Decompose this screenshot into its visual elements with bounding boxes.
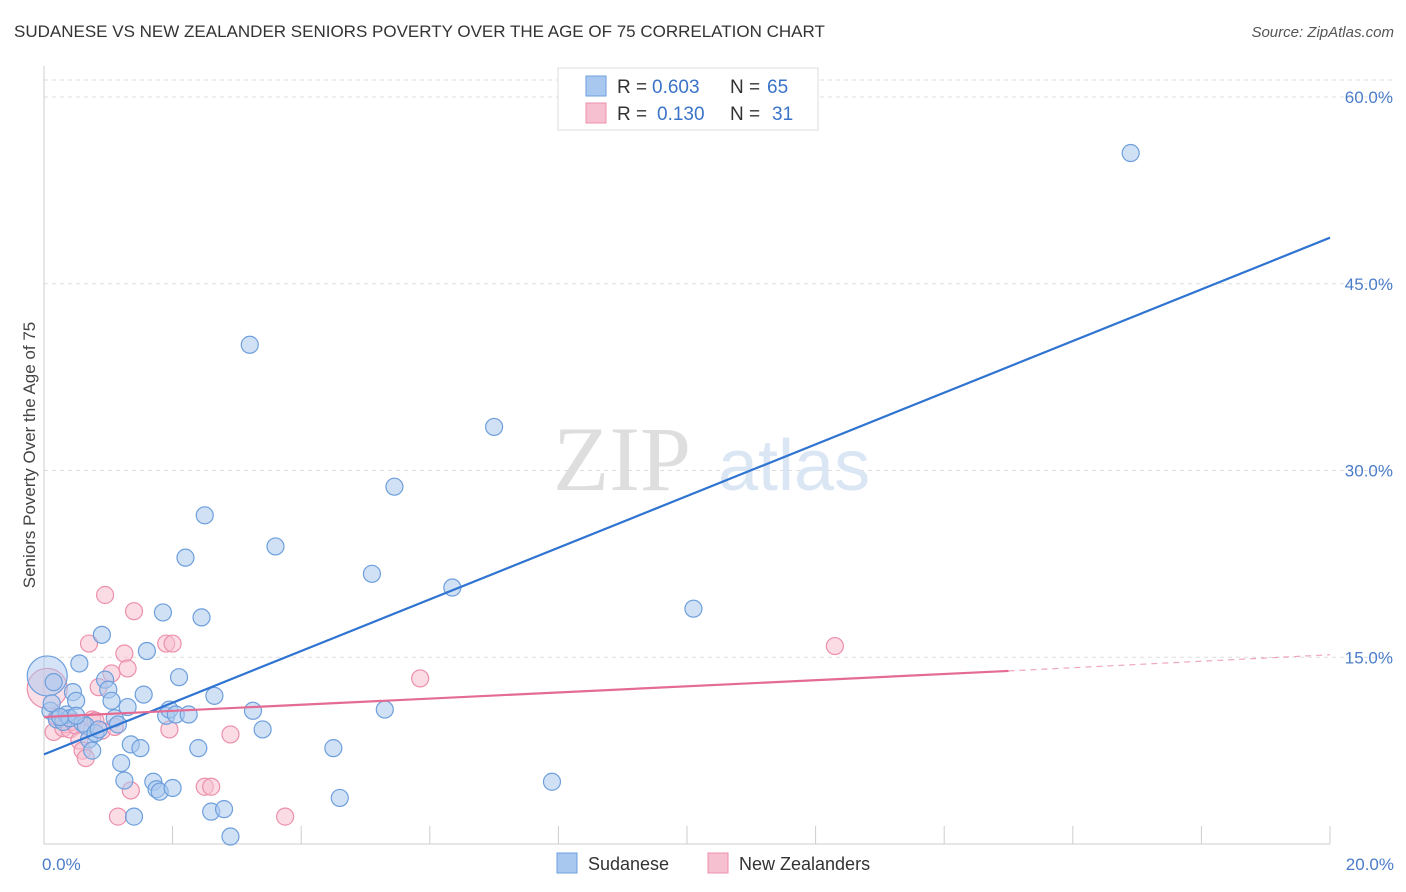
legend-r-label-2: R = — [617, 104, 647, 125]
sudanese-point-59 — [542, 772, 562, 791]
trend-line-new-zealanders-extension — [1008, 654, 1331, 672]
sudanese-point-46 — [214, 800, 234, 819]
sudanese-point-23 — [115, 771, 134, 790]
bottom-legend: Sudanese New Zealanders — [556, 852, 870, 874]
chart-title: SUDANESE VS NEW ZEALANDER SENIORS POVERT… — [14, 22, 825, 41]
trend-lines — [43, 236, 1331, 756]
sudanese-point-39 — [176, 548, 195, 567]
legend-n-label-1: N = — [730, 77, 760, 98]
new-zealanders-point-28 — [202, 777, 221, 796]
sudanese-point-41 — [189, 739, 208, 758]
y-tick-label-3: 60.0% — [1345, 88, 1393, 107]
sudanese-point-53 — [330, 788, 349, 808]
sudanese-point-38 — [169, 668, 189, 687]
new-zealanders-point-26 — [163, 634, 182, 653]
new-zealanders-point-29 — [221, 725, 240, 744]
sudanese-point-27 — [131, 739, 150, 758]
trend-line-new-zealanders — [43, 669, 1009, 719]
sudanese-point-58 — [485, 417, 504, 437]
sudanese-point-24 — [118, 697, 137, 717]
sudanese-point-9 — [70, 654, 89, 673]
new-zealanders-point-11 — [79, 634, 99, 653]
new-zealanders-point-23 — [124, 602, 144, 621]
sudanese-point-42 — [192, 608, 211, 627]
sudanese-point-52 — [324, 739, 343, 758]
sudanese-point-49 — [243, 701, 263, 720]
legend-n-label-2: N = — [730, 104, 760, 125]
sudanese-point-60 — [684, 599, 703, 618]
legend: R = 0.603 N = 65 R = 0.130 N = 31 — [557, 67, 819, 131]
sudanese-point-56 — [385, 477, 404, 496]
y-axis-label: Seniors Poverty Over the Age of 75 — [20, 322, 39, 588]
new-zealanders-point-32 — [825, 636, 844, 656]
new-zealanders-point-31 — [411, 669, 430, 688]
sudanese-point-26 — [124, 807, 144, 826]
bottom-legend-swatch-sudanese — [556, 852, 578, 874]
new-zealanders-point-20 — [115, 644, 134, 663]
y-tick-label-2: 45.0% — [1345, 275, 1393, 294]
watermark: ZIP atlas — [553, 408, 870, 510]
legend-swatch-sudanese — [585, 75, 607, 97]
sudanese-point-51 — [266, 537, 285, 556]
sudanese-point-47 — [221, 827, 240, 846]
legend-r-value-2: 0.130 — [657, 104, 705, 125]
legend-r-value-1: 0.603 — [652, 77, 700, 98]
sudanese-point-50 — [253, 720, 272, 739]
sudanese-point-29 — [137, 641, 156, 661]
new-zealanders-point-16 — [95, 585, 115, 605]
sudanese-point-55 — [375, 700, 394, 719]
sudanese-point-16 — [92, 625, 111, 644]
x-tick-label-0: 0.0% — [42, 855, 81, 874]
new-zealanders-point-21 — [118, 659, 137, 678]
source-credit: Source: ZipAtlas.com — [1251, 24, 1394, 41]
sudanese-point-19 — [102, 691, 121, 710]
bottom-legend-label-sudanese: Sudanese — [588, 854, 669, 874]
gridlines — [44, 79, 1392, 658]
sudanese-point-48 — [240, 335, 259, 354]
sudanese-point-54 — [362, 564, 382, 583]
legend-swatch-new-zealanders — [585, 102, 607, 124]
sudanese-point-28 — [134, 685, 153, 704]
bottom-legend-swatch-new-zealanders — [707, 852, 729, 874]
x-tick-label-1: 20.0% — [1346, 855, 1394, 874]
bottom-legend-label-new-zealanders: New Zealanders — [739, 854, 870, 874]
series-sudanese-points — [26, 143, 1140, 846]
new-zealanders-point-30 — [276, 807, 295, 826]
legend-n-value-1: 65 — [767, 77, 788, 98]
sudanese-point-22 — [112, 753, 131, 773]
sudanese-point-43 — [195, 506, 214, 525]
y-tick-label-1: 30.0% — [1345, 462, 1393, 481]
watermark-zip: ZIP — [553, 408, 691, 510]
y-tick-label-0: 15.0% — [1345, 648, 1393, 667]
tick-labels: 15.0% 30.0% 45.0% 60.0% 0.0% 20.0% — [42, 88, 1394, 874]
sudanese-point-33 — [153, 603, 173, 622]
sudanese-point-61 — [1121, 143, 1140, 163]
new-zealanders-point-19 — [108, 807, 128, 826]
legend-r-label-1: R = — [617, 77, 647, 98]
trend-line-sudanese — [43, 236, 1331, 756]
legend-n-value-2: 31 — [772, 104, 793, 125]
sudanese-point-2 — [42, 694, 61, 713]
sudanese-point-45 — [205, 686, 224, 705]
sudanese-point-62 — [44, 673, 63, 692]
sudanese-point-13 — [83, 741, 102, 760]
watermark-atlas: atlas — [718, 426, 870, 506]
sudanese-point-40 — [179, 705, 198, 724]
sudanese-point-36 — [163, 778, 182, 798]
